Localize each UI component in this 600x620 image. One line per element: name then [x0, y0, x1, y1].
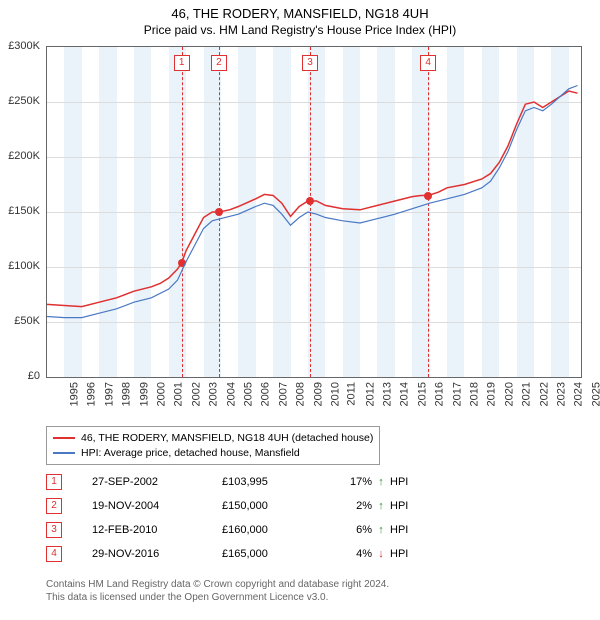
- y-tick-label: £200K: [0, 150, 40, 162]
- sale-row-marker: 3: [46, 522, 62, 538]
- x-tick-label: 2014: [399, 382, 411, 406]
- x-tick-label: 2002: [190, 382, 202, 406]
- x-tick-label: 2003: [208, 382, 220, 406]
- sale-hpi-label: HPI: [390, 548, 408, 560]
- sale-date: 27-SEP-2002: [92, 476, 222, 488]
- sale-price: £160,000: [222, 524, 322, 536]
- x-tick-label: 2015: [416, 382, 428, 406]
- x-tick-label: 2000: [155, 382, 167, 406]
- x-tick-label: 2008: [295, 382, 307, 406]
- title-main: 46, THE RODERY, MANSFIELD, NG18 4UH: [0, 6, 600, 21]
- x-tick-label: 2019: [486, 382, 498, 406]
- x-tick-label: 2006: [260, 382, 272, 406]
- x-tick-label: 2016: [434, 382, 446, 406]
- x-tick-label: 2022: [538, 382, 550, 406]
- footer-line1: Contains HM Land Registry data © Crown c…: [46, 578, 389, 591]
- sale-price: £165,000: [222, 548, 322, 560]
- sale-pct: 17%: [322, 476, 372, 488]
- y-tick-label: £300K: [0, 40, 40, 52]
- x-tick-label: 1999: [138, 382, 150, 406]
- x-tick-label: 2001: [173, 382, 185, 406]
- x-tick-label: 2024: [573, 382, 585, 406]
- title-block: 46, THE RODERY, MANSFIELD, NG18 4UH Pric…: [0, 0, 600, 37]
- sale-row-marker: 4: [46, 546, 62, 562]
- legend: 46, THE RODERY, MANSFIELD, NG18 4UH (det…: [46, 426, 380, 465]
- y-tick-label: £150K: [0, 205, 40, 217]
- line-series: [47, 47, 581, 377]
- x-tick-label: 2004: [225, 382, 237, 406]
- footer-line2: This data is licensed under the Open Gov…: [46, 591, 389, 604]
- x-tick-label: 1998: [121, 382, 133, 406]
- sale-pct: 6%: [322, 524, 372, 536]
- sale-date: 12-FEB-2010: [92, 524, 222, 536]
- x-tick-label: 2018: [469, 382, 481, 406]
- x-tick-label: 2009: [312, 382, 324, 406]
- chart-container: 46, THE RODERY, MANSFIELD, NG18 4UH Pric…: [0, 0, 600, 620]
- x-tick-label: 2011: [346, 382, 358, 406]
- sale-row-marker: 2: [46, 498, 62, 514]
- x-tick-label: 2005: [242, 382, 254, 406]
- sale-arrow-icon: ↑: [372, 500, 390, 512]
- sale-hpi-label: HPI: [390, 476, 408, 488]
- title-sub: Price paid vs. HM Land Registry's House …: [0, 23, 600, 37]
- x-tick-label: 2025: [590, 382, 600, 406]
- sale-price: £150,000: [222, 500, 322, 512]
- sale-arrow-icon: ↑: [372, 524, 390, 536]
- x-tick-label: 1997: [103, 382, 115, 406]
- legend-item: HPI: Average price, detached house, Mans…: [53, 446, 373, 461]
- sales-table: 127-SEP-2002£103,99517%↑HPI219-NOV-2004£…: [46, 470, 408, 566]
- y-tick-label: £250K: [0, 95, 40, 107]
- x-tick-label: 2020: [503, 382, 515, 406]
- sale-hpi-label: HPI: [390, 524, 408, 536]
- x-tick-label: 1995: [68, 382, 80, 406]
- x-tick-label: 1996: [86, 382, 98, 406]
- x-tick-label: 2023: [556, 382, 568, 406]
- sale-date: 29-NOV-2016: [92, 548, 222, 560]
- x-tick-label: 2021: [521, 382, 533, 406]
- sale-row-4: 4 29-NOV-2016£165,0004%↓HPI: [46, 542, 408, 566]
- x-tick-label: 2012: [364, 382, 376, 406]
- sale-price: £103,995: [222, 476, 322, 488]
- sale-row-marker: 1: [46, 474, 62, 490]
- y-tick-label: £100K: [0, 260, 40, 272]
- x-tick-label: 2010: [329, 382, 341, 406]
- sale-pct: 4%: [322, 548, 372, 560]
- sale-row-1: 1 27-SEP-2002£103,99517%↑HPI: [46, 470, 408, 494]
- x-tick-label: 2017: [451, 382, 463, 406]
- sale-hpi-label: HPI: [390, 500, 408, 512]
- y-tick-label: £0: [0, 370, 40, 382]
- y-tick-label: £50K: [0, 315, 40, 327]
- footer-attribution: Contains HM Land Registry data © Crown c…: [46, 578, 389, 604]
- sale-date: 19-NOV-2004: [92, 500, 222, 512]
- sale-arrow-icon: ↑: [372, 476, 390, 488]
- legend-item: 46, THE RODERY, MANSFIELD, NG18 4UH (det…: [53, 431, 373, 446]
- sale-row-3: 3 12-FEB-2010£160,0006%↑HPI: [46, 518, 408, 542]
- sale-row-2: 2 19-NOV-2004£150,0002%↑HPI: [46, 494, 408, 518]
- plot-area: 1234: [46, 46, 582, 378]
- x-tick-label: 2007: [277, 382, 289, 406]
- sale-arrow-icon: ↓: [372, 548, 390, 560]
- sale-pct: 2%: [322, 500, 372, 512]
- x-tick-label: 2013: [382, 382, 394, 406]
